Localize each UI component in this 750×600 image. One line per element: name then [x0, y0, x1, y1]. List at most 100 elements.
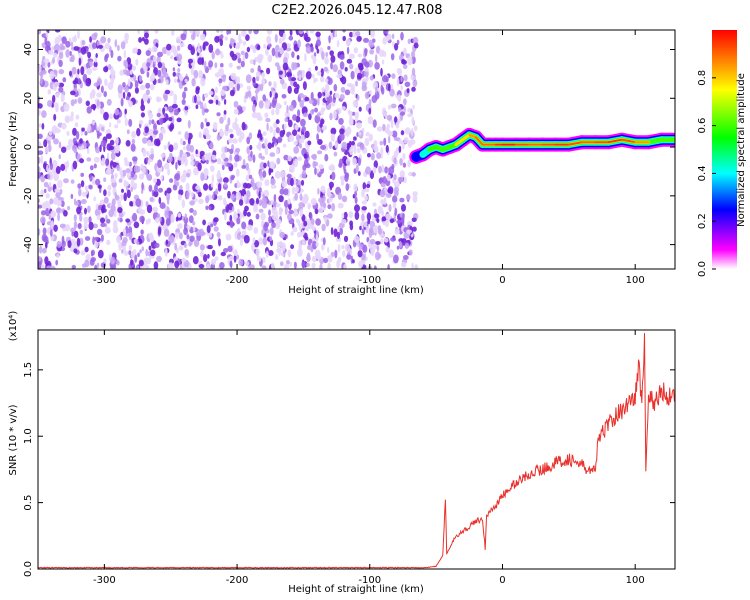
noise-speckle — [367, 116, 374, 125]
noise-speckle — [385, 246, 390, 253]
noise-speckle — [139, 209, 146, 215]
noise-speckle — [325, 52, 329, 57]
noise-speckle — [247, 224, 253, 231]
noise-speckle — [229, 214, 233, 222]
noise-speckle — [303, 112, 309, 118]
noise-speckle — [51, 160, 58, 167]
colorbar-tick-label: 0.8 — [697, 70, 708, 86]
snr-background — [38, 330, 675, 569]
noise-speckle — [92, 223, 99, 229]
snr-x-ticks: -300 -200 -100 0 100 — [93, 330, 645, 586]
noise-speckle — [406, 194, 411, 200]
noise-speckle — [141, 37, 145, 42]
noise-speckle — [189, 200, 196, 206]
noise-speckle — [38, 96, 41, 103]
noise-speckle — [88, 221, 94, 231]
noise-speckle — [108, 122, 112, 128]
noise-speckle — [141, 61, 148, 70]
noise-speckle — [412, 79, 418, 87]
noise-speckle — [400, 84, 404, 91]
noise-speckle — [411, 86, 416, 92]
noise-speckle — [392, 195, 398, 203]
noise-speckle — [148, 119, 152, 126]
noise-speckle — [306, 244, 312, 251]
noise-speckle — [247, 167, 251, 177]
noise-speckle — [146, 204, 153, 214]
colorbar-tick-label: 0.2 — [697, 213, 708, 229]
noise-speckle — [287, 249, 292, 258]
noise-speckle — [286, 173, 292, 179]
noise-speckle — [372, 119, 377, 128]
noise-speckle — [169, 125, 173, 132]
noise-speckle — [83, 222, 88, 230]
x-tick-label: -200 — [226, 275, 249, 286]
x-tick-label: -100 — [358, 275, 381, 286]
noise-speckle — [67, 138, 74, 148]
noise-speckle — [114, 108, 120, 116]
noise-speckle — [363, 188, 370, 193]
noise-speckle — [86, 147, 90, 155]
noise-speckle — [76, 237, 81, 247]
noise-speckle — [100, 222, 106, 228]
noise-speckle — [338, 162, 343, 168]
noise-speckle — [47, 227, 51, 235]
noise-speckle — [360, 143, 365, 151]
noise-speckle — [219, 38, 223, 47]
noise-speckle — [197, 162, 202, 172]
noise-speckle — [357, 250, 363, 258]
noise-speckle — [308, 113, 312, 121]
noise-speckle — [253, 204, 259, 213]
noise-speckle — [411, 217, 417, 223]
noise-speckle — [333, 110, 337, 120]
noise-speckle — [84, 236, 91, 241]
noise-speckle — [67, 206, 71, 211]
noise-speckle — [286, 104, 289, 114]
noise-speckle — [278, 207, 283, 216]
noise-speckle — [372, 166, 377, 174]
noise-speckle — [73, 46, 80, 51]
noise-speckle — [96, 40, 100, 47]
noise-speckle — [302, 81, 307, 91]
noise-speckle — [233, 161, 238, 168]
noise-speckle — [311, 262, 316, 269]
noise-speckle — [362, 259, 366, 265]
noise-speckle — [175, 161, 178, 170]
noise-speckle — [349, 110, 353, 116]
noise-speckle — [126, 189, 131, 199]
noise-speckle — [334, 249, 338, 259]
noise-speckle — [315, 242, 319, 247]
ridge-peak-segment — [620, 138, 637, 144]
noise-speckle — [38, 256, 42, 262]
noise-speckle — [136, 128, 141, 137]
noise-speckle — [293, 261, 297, 269]
noise-speckle — [183, 87, 188, 92]
noise-speckle — [110, 178, 117, 183]
noise-speckle — [42, 235, 49, 243]
noise-speckle — [380, 67, 383, 77]
noise-speckle — [294, 124, 299, 131]
y-tick-label: 1.0 — [23, 428, 34, 444]
noise-speckle — [292, 226, 298, 233]
noise-speckle — [314, 114, 321, 124]
noise-speckle — [72, 137, 77, 144]
noise-speckle — [55, 93, 60, 98]
noise-speckle — [181, 257, 186, 263]
noise-speckle — [233, 100, 239, 108]
noise-speckle — [148, 232, 154, 240]
noise-speckle — [299, 143, 303, 149]
noise-speckle — [217, 183, 222, 192]
noise-speckle — [100, 85, 104, 94]
noise-speckle — [399, 158, 403, 166]
noise-speckle — [356, 143, 361, 147]
noise-speckle — [341, 195, 348, 203]
noise-speckle — [159, 118, 164, 125]
noise-speckle — [396, 219, 402, 224]
noise-speckle — [114, 172, 118, 179]
noise-speckle — [242, 53, 246, 63]
noise-speckle — [294, 158, 298, 168]
noise-speckle — [229, 148, 234, 154]
noise-speckle — [184, 106, 189, 111]
noise-speckle — [262, 131, 267, 136]
noise-speckle — [184, 131, 189, 141]
